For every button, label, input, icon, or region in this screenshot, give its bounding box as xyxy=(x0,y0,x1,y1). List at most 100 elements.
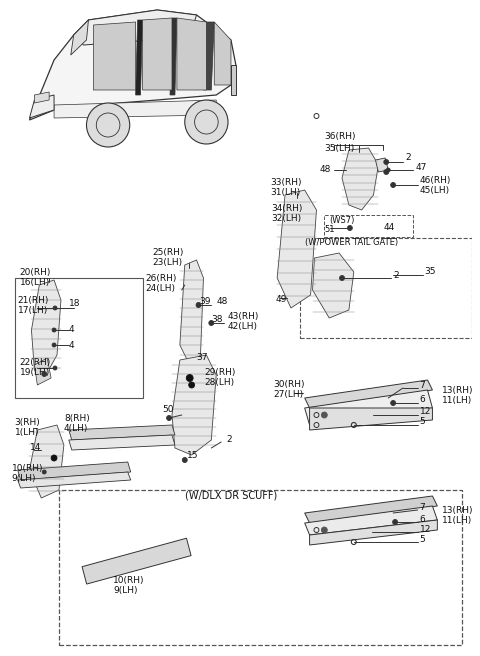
Polygon shape xyxy=(74,10,197,45)
Circle shape xyxy=(391,401,396,405)
Circle shape xyxy=(384,169,389,174)
Bar xyxy=(324,215,413,237)
Text: 32(LH): 32(LH) xyxy=(271,213,301,222)
Text: 21(RH): 21(RH) xyxy=(18,295,49,304)
Polygon shape xyxy=(310,408,432,430)
Text: 33(RH): 33(RH) xyxy=(270,178,302,188)
Circle shape xyxy=(52,328,56,332)
Text: 31(LH): 31(LH) xyxy=(270,188,300,197)
Circle shape xyxy=(51,455,57,461)
Bar xyxy=(59,490,462,645)
Polygon shape xyxy=(29,10,236,120)
Text: 15: 15 xyxy=(187,451,198,459)
Polygon shape xyxy=(310,520,437,545)
Polygon shape xyxy=(305,390,432,425)
Polygon shape xyxy=(170,18,177,95)
Text: 4: 4 xyxy=(69,325,74,335)
Text: 5: 5 xyxy=(420,417,425,426)
Circle shape xyxy=(386,168,390,172)
Text: 42(LH): 42(LH) xyxy=(228,323,258,331)
Polygon shape xyxy=(342,148,378,210)
Polygon shape xyxy=(18,462,131,480)
Polygon shape xyxy=(214,22,231,85)
Polygon shape xyxy=(180,260,204,365)
Polygon shape xyxy=(143,18,172,90)
Text: 27(LH): 27(LH) xyxy=(273,390,303,400)
Text: 36(RH): 36(RH) xyxy=(324,133,356,142)
Text: 46(RH): 46(RH) xyxy=(420,176,451,186)
Circle shape xyxy=(189,382,194,388)
Bar xyxy=(15,278,143,398)
Polygon shape xyxy=(312,253,354,318)
Circle shape xyxy=(339,276,345,281)
Text: 10(RH): 10(RH) xyxy=(113,575,144,584)
Circle shape xyxy=(209,321,214,325)
Text: 12: 12 xyxy=(420,525,431,533)
Text: 13(RH): 13(RH) xyxy=(442,506,474,514)
Text: 12: 12 xyxy=(420,407,431,417)
Polygon shape xyxy=(32,280,61,378)
Circle shape xyxy=(53,366,57,370)
Polygon shape xyxy=(29,95,54,118)
FancyBboxPatch shape xyxy=(82,538,191,584)
Text: 9(LH): 9(LH) xyxy=(113,586,138,594)
Text: 17(LH): 17(LH) xyxy=(18,306,48,314)
Circle shape xyxy=(384,159,389,165)
Text: 16(LH): 16(LH) xyxy=(20,277,50,287)
Text: 47: 47 xyxy=(416,163,427,171)
Polygon shape xyxy=(177,18,206,90)
Text: 45(LH): 45(LH) xyxy=(420,186,450,195)
Polygon shape xyxy=(54,100,216,118)
Text: 10(RH): 10(RH) xyxy=(12,464,43,472)
Text: 24(LH): 24(LH) xyxy=(145,283,176,293)
Polygon shape xyxy=(172,355,216,455)
Text: 7: 7 xyxy=(420,502,425,512)
Polygon shape xyxy=(204,22,214,90)
Text: 35(LH): 35(LH) xyxy=(324,144,355,152)
Text: 50: 50 xyxy=(162,405,174,415)
Circle shape xyxy=(391,182,396,188)
Polygon shape xyxy=(69,435,175,450)
Circle shape xyxy=(182,457,187,462)
Text: 44: 44 xyxy=(384,224,395,232)
Bar xyxy=(300,238,472,338)
Text: 6: 6 xyxy=(420,514,425,523)
Polygon shape xyxy=(18,472,131,488)
Polygon shape xyxy=(71,20,88,55)
Polygon shape xyxy=(69,425,175,440)
Text: 13(RH): 13(RH) xyxy=(442,386,474,394)
Circle shape xyxy=(52,343,56,347)
Circle shape xyxy=(322,412,327,418)
Text: 2: 2 xyxy=(226,436,232,445)
Polygon shape xyxy=(29,425,64,498)
Polygon shape xyxy=(35,92,49,103)
Text: 34(RH): 34(RH) xyxy=(271,203,302,213)
Polygon shape xyxy=(305,506,437,535)
Text: 11(LH): 11(LH) xyxy=(442,396,472,405)
Circle shape xyxy=(348,226,352,230)
Text: 5: 5 xyxy=(420,535,425,544)
Circle shape xyxy=(42,371,47,377)
Text: 26(RH): 26(RH) xyxy=(145,274,177,283)
Text: 38: 38 xyxy=(211,316,223,325)
Polygon shape xyxy=(94,22,136,90)
Circle shape xyxy=(86,103,130,147)
Text: 37: 37 xyxy=(197,354,208,363)
Polygon shape xyxy=(231,65,236,95)
Polygon shape xyxy=(375,158,388,172)
Text: (W/DLX DR SCUFF): (W/DLX DR SCUFF) xyxy=(185,490,277,500)
Text: 51: 51 xyxy=(324,224,335,234)
Polygon shape xyxy=(277,190,316,308)
Text: 49: 49 xyxy=(275,295,287,304)
Text: 20(RH): 20(RH) xyxy=(20,268,51,276)
Text: 7: 7 xyxy=(420,380,425,390)
Circle shape xyxy=(185,100,228,144)
Circle shape xyxy=(42,470,46,474)
Circle shape xyxy=(393,520,397,525)
Polygon shape xyxy=(136,20,143,95)
Text: 18: 18 xyxy=(69,298,80,308)
Text: 4: 4 xyxy=(69,340,74,350)
Text: 22(RH): 22(RH) xyxy=(20,358,51,367)
Polygon shape xyxy=(305,496,437,523)
Text: 23(LH): 23(LH) xyxy=(152,258,182,268)
